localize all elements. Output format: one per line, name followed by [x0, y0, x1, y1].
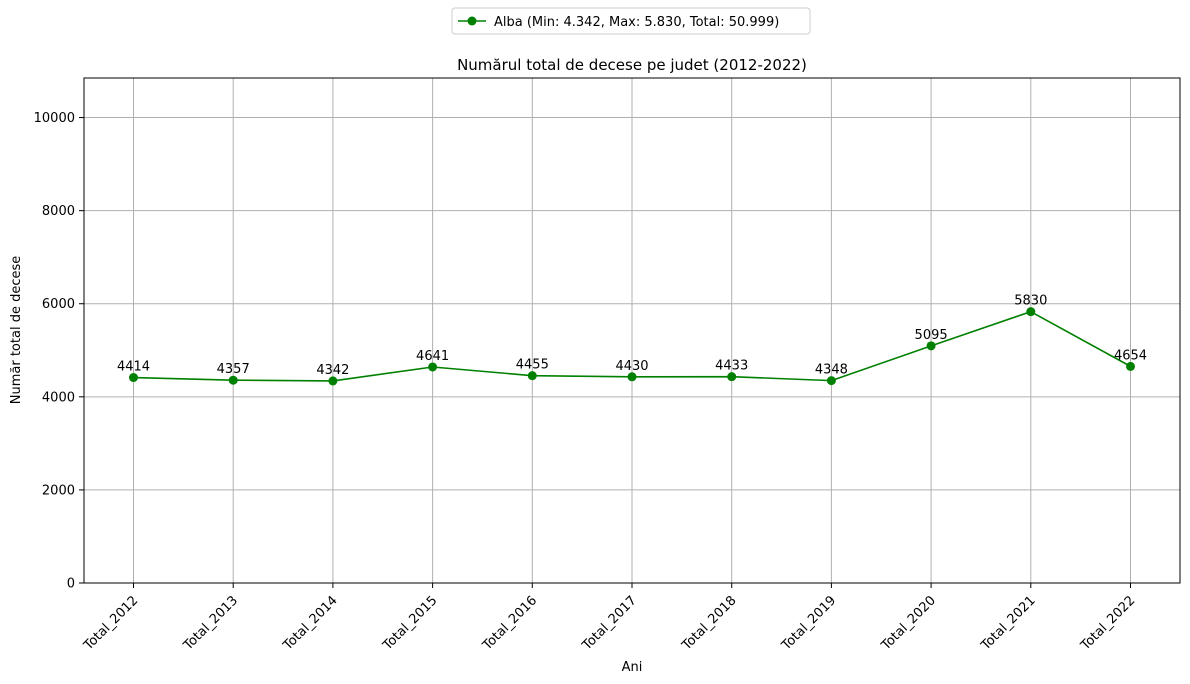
x-tick-label: Total_2018 [679, 593, 740, 654]
legend-series-marker [467, 16, 477, 26]
y-axis-label: Număr total de decese [9, 256, 24, 404]
x-tick-label: Total_2020 [878, 593, 939, 654]
x-tick-label: Total_2012 [81, 593, 142, 654]
data-label: 4641 [416, 349, 449, 364]
x-tick-label: Total_2017 [579, 593, 640, 654]
data-point [926, 341, 936, 351]
data-label: 5830 [1014, 294, 1047, 309]
chart-title: Numărul total de decese pe judet (2012-2… [457, 56, 807, 74]
data-point [328, 376, 338, 386]
legend-entry-label: Alba (Min: 4.342, Max: 5.830, Total: 50.… [494, 15, 779, 30]
y-tick-label: 6000 [42, 297, 75, 312]
x-tick-label: Total_2016 [479, 593, 540, 654]
data-label: 4455 [516, 358, 549, 373]
x-tick-label: Total_2015 [380, 593, 441, 654]
legend-box [451, 7, 811, 35]
data-label: 4433 [715, 359, 748, 374]
x-tick-label: Total_2019 [778, 593, 839, 654]
data-label: 4357 [217, 362, 250, 377]
data-point [727, 372, 737, 382]
data-label: 4348 [815, 363, 848, 378]
data-point [627, 372, 637, 382]
data-label: 4654 [1114, 348, 1147, 363]
x-tick-label: Total_2021 [978, 593, 1039, 654]
series: 4414 4357 4342 4641 4455 4430 4433 4348 5095 5830… [117, 294, 1147, 386]
data-label: 4430 [615, 359, 648, 374]
grid [84, 78, 1180, 584]
data-point [1126, 361, 1135, 371]
data-point [428, 362, 438, 372]
data-point [527, 371, 537, 381]
y-tick-label: 8000 [42, 204, 75, 219]
axis-ticks: Total_2012 Total_2013 Total_2014 Total_2015… [34, 111, 1139, 654]
legend: Alba (Min: 4.342, Max: 5.830, Total: 50.… [451, 7, 811, 35]
data-point [129, 373, 138, 383]
y-tick-label: 2000 [42, 483, 75, 498]
x-tick-label: Total_2013 [180, 593, 241, 654]
y-tick-label: 10000 [34, 111, 75, 126]
data-label: 4414 [117, 360, 150, 375]
data-label: 4342 [316, 363, 349, 378]
x-tick-label: Total_2014 [280, 593, 341, 654]
y-tick-label: 4000 [42, 390, 75, 405]
data-label: 5095 [915, 328, 948, 343]
x-axis-label: Ani [622, 660, 643, 675]
y-tick-label: 0 [67, 577, 75, 592]
data-point [228, 375, 238, 385]
data-point [1026, 307, 1036, 317]
data-point [826, 376, 836, 386]
x-tick-label: Total_2022 [1078, 593, 1139, 654]
